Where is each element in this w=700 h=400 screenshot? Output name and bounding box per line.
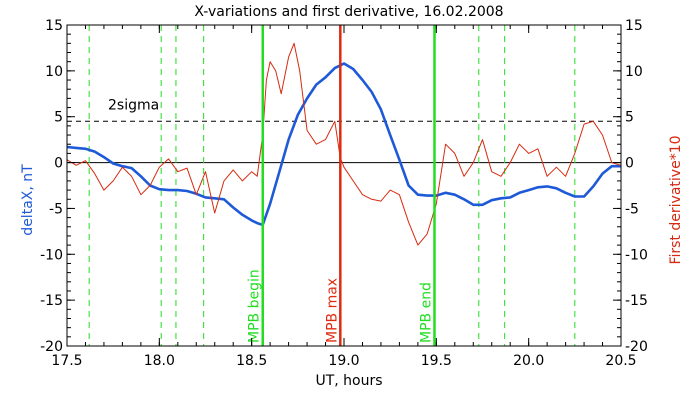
- y-tick-label-right: -20: [625, 339, 648, 355]
- y-axis-label-left: deltaX, nT: [20, 164, 36, 236]
- y-tick-label-left: 15: [45, 18, 63, 34]
- y-tick-label-right: 0: [625, 156, 634, 172]
- sigma-label: 2sigma: [108, 97, 159, 113]
- x-tick-label: 19.0: [328, 353, 359, 369]
- x-tick-label: 20.5: [605, 353, 636, 369]
- chart-title: X-variations and first derivative, 16.02…: [194, 4, 503, 20]
- x-tick-label: 18.5: [236, 353, 267, 369]
- x-tick-label: 17.5: [51, 353, 82, 369]
- y-tick-label-left: -5: [49, 201, 63, 217]
- x-tick-label: 20.0: [513, 353, 544, 369]
- y-tick-label-left: 10: [45, 64, 63, 80]
- series-layer: [66, 42, 622, 246]
- mpb-marker-label: MPB max: [324, 278, 340, 343]
- x-tick-label: 18.0: [144, 353, 175, 369]
- x-tick-label: 19.5: [421, 353, 452, 369]
- reference-lines: [67, 25, 621, 346]
- y-tick-label-left: 5: [54, 110, 63, 126]
- y-tick-label-left: 0: [54, 156, 63, 172]
- y-tick-label-right: 15: [625, 18, 643, 34]
- y-tick-label-right: 10: [625, 64, 643, 80]
- y-tick-label-left: -15: [40, 293, 63, 309]
- series-derivative-line: [66, 42, 622, 246]
- mpb-marker-label: MPB end: [418, 282, 434, 343]
- y-tick-label-left: -20: [40, 339, 63, 355]
- x-axis-label: UT, hours: [315, 373, 382, 389]
- y-axis-label-right: First derivative*10: [668, 135, 684, 264]
- y-tick-label-right: -10: [625, 247, 648, 263]
- y-tick-label-right: 5: [625, 110, 634, 126]
- y-tick-label-right: -15: [625, 293, 648, 309]
- y-tick-label-right: -5: [625, 201, 639, 217]
- axes: 17.5 18.0 18.5 19.0 19.5 20.0 20.5-20 -20-15 -15…: [40, 18, 648, 369]
- y-tick-label-left: -10: [40, 247, 63, 263]
- series-deltax-line: [66, 62, 621, 227]
- mpb-marker-label: MPB begin: [247, 269, 263, 343]
- marker-layer: MPB begin MPB max MPB end: [247, 25, 436, 346]
